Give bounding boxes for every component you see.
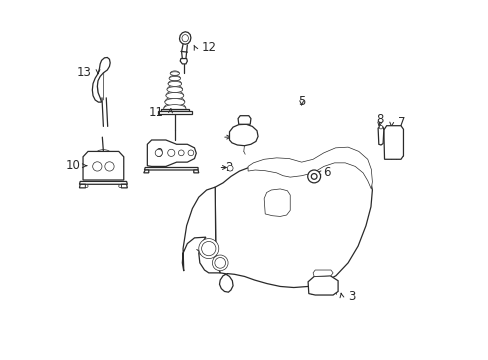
Circle shape	[227, 165, 233, 171]
Circle shape	[155, 149, 162, 157]
Text: 6: 6	[323, 166, 330, 179]
Circle shape	[93, 162, 102, 171]
Polygon shape	[193, 170, 198, 173]
Circle shape	[178, 150, 184, 156]
Text: 8: 8	[376, 113, 383, 126]
Polygon shape	[377, 126, 383, 145]
Text: 12: 12	[201, 41, 216, 54]
Text: 4: 4	[228, 131, 235, 144]
Circle shape	[201, 242, 216, 256]
Polygon shape	[121, 184, 127, 188]
Polygon shape	[147, 140, 196, 166]
Text: 10: 10	[65, 159, 80, 172]
Text: 13: 13	[77, 66, 91, 79]
Polygon shape	[180, 59, 187, 64]
Text: 11: 11	[149, 105, 164, 119]
Circle shape	[104, 162, 114, 171]
Circle shape	[167, 149, 175, 157]
Circle shape	[188, 150, 193, 156]
Ellipse shape	[166, 87, 183, 93]
Circle shape	[85, 185, 88, 188]
Text: 5: 5	[297, 95, 305, 108]
Polygon shape	[312, 270, 332, 276]
Ellipse shape	[168, 81, 181, 86]
Text: 1: 1	[201, 241, 208, 255]
Polygon shape	[215, 154, 372, 292]
Polygon shape	[92, 58, 110, 102]
Ellipse shape	[170, 72, 179, 75]
Ellipse shape	[163, 105, 185, 112]
Polygon shape	[143, 170, 148, 173]
Circle shape	[212, 255, 227, 271]
Polygon shape	[80, 184, 85, 188]
Polygon shape	[83, 152, 123, 180]
Polygon shape	[158, 111, 191, 113]
Text: 3: 3	[347, 289, 355, 303]
Polygon shape	[182, 187, 220, 273]
Circle shape	[198, 239, 218, 258]
Text: 2: 2	[224, 161, 232, 174]
Polygon shape	[247, 147, 372, 189]
Circle shape	[311, 174, 316, 179]
Text: 7: 7	[397, 116, 405, 129]
Ellipse shape	[169, 76, 180, 81]
Polygon shape	[179, 32, 190, 44]
Circle shape	[378, 125, 382, 129]
Polygon shape	[307, 276, 337, 295]
Polygon shape	[144, 167, 198, 170]
Polygon shape	[264, 189, 290, 216]
Circle shape	[307, 170, 320, 183]
Ellipse shape	[164, 99, 184, 106]
Polygon shape	[229, 124, 258, 146]
Text: 9: 9	[155, 147, 162, 160]
Circle shape	[214, 257, 225, 268]
Polygon shape	[80, 181, 127, 184]
Polygon shape	[160, 109, 189, 111]
Ellipse shape	[165, 93, 183, 99]
Circle shape	[119, 185, 122, 188]
Ellipse shape	[182, 35, 188, 42]
Polygon shape	[383, 126, 403, 159]
Polygon shape	[238, 116, 250, 124]
